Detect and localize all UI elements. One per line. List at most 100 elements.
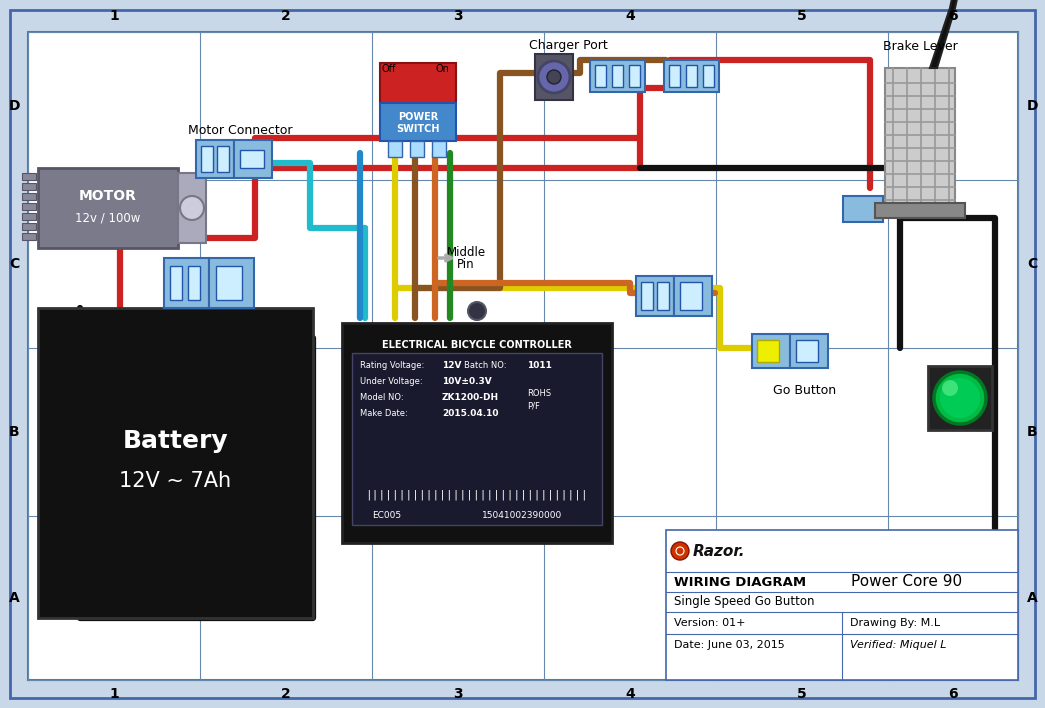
- Circle shape: [942, 380, 958, 396]
- Text: A: A: [1026, 591, 1038, 605]
- Text: Model NO:: Model NO:: [359, 392, 403, 401]
- Circle shape: [547, 70, 561, 84]
- Bar: [790, 334, 828, 368]
- Bar: [432, 141, 446, 157]
- Bar: [843, 196, 883, 222]
- Bar: [240, 150, 264, 168]
- Text: Drawing By: M.L: Drawing By: M.L: [850, 618, 940, 628]
- Bar: [388, 141, 402, 157]
- Text: Power Core 90: Power Core 90: [851, 574, 962, 590]
- Text: 1: 1: [109, 687, 119, 701]
- Text: ELECTRICAL BICYCLE CONTROLLER: ELECTRICAL BICYCLE CONTROLLER: [382, 340, 572, 350]
- Text: 3: 3: [454, 9, 463, 23]
- Circle shape: [180, 196, 204, 220]
- Text: D: D: [1026, 99, 1038, 113]
- Bar: [380, 63, 456, 103]
- Bar: [22, 203, 36, 210]
- Bar: [875, 203, 965, 218]
- Text: Single Speed Go Button: Single Speed Go Button: [674, 595, 814, 608]
- Bar: [674, 276, 712, 316]
- Circle shape: [671, 542, 689, 560]
- Bar: [629, 65, 640, 87]
- Circle shape: [676, 547, 684, 555]
- Bar: [535, 54, 573, 100]
- Text: WIRING DIAGRAM: WIRING DIAGRAM: [674, 576, 806, 588]
- Bar: [352, 353, 602, 525]
- Bar: [669, 65, 680, 87]
- Text: POWER
SWITCH: POWER SWITCH: [396, 112, 440, 134]
- Bar: [22, 233, 36, 240]
- Bar: [680, 282, 702, 310]
- Text: C: C: [1027, 257, 1037, 271]
- Text: On: On: [436, 64, 450, 74]
- Bar: [796, 340, 818, 362]
- Text: 2015.04.10: 2015.04.10: [442, 409, 498, 418]
- Text: P/F: P/F: [527, 401, 540, 411]
- Bar: [885, 68, 955, 208]
- Bar: [196, 140, 234, 178]
- Text: 4: 4: [625, 687, 635, 701]
- Circle shape: [934, 372, 986, 424]
- Text: Pin: Pin: [458, 258, 474, 271]
- Bar: [590, 60, 645, 92]
- Text: B: B: [8, 425, 19, 439]
- Circle shape: [468, 302, 486, 320]
- Text: 4: 4: [625, 9, 635, 23]
- Bar: [234, 140, 272, 178]
- Text: 12v / 100w: 12v / 100w: [75, 212, 141, 224]
- Text: MOTOR: MOTOR: [79, 189, 137, 203]
- Text: Make Date:: Make Date:: [359, 409, 408, 418]
- Bar: [928, 366, 992, 430]
- Text: 5: 5: [797, 687, 807, 701]
- Text: Under Voltage:: Under Voltage:: [359, 377, 422, 385]
- Bar: [22, 193, 36, 200]
- Text: 10V±0.3V: 10V±0.3V: [442, 377, 492, 385]
- Text: ZK1200-DH: ZK1200-DH: [442, 392, 500, 401]
- Polygon shape: [930, 0, 970, 68]
- Bar: [666, 530, 1018, 680]
- Text: Motor Connector: Motor Connector: [188, 123, 293, 137]
- Text: Version: 01+: Version: 01+: [674, 618, 745, 628]
- Bar: [216, 266, 242, 300]
- Text: EC005: EC005: [372, 510, 401, 520]
- Text: 15041002390000: 15041002390000: [482, 510, 562, 520]
- Bar: [164, 258, 209, 308]
- Text: Brake Lever: Brake Lever: [883, 40, 957, 52]
- Bar: [657, 282, 669, 310]
- Bar: [201, 146, 213, 172]
- Text: 12V ~ 7Ah: 12V ~ 7Ah: [119, 471, 232, 491]
- Bar: [636, 276, 674, 316]
- Text: 2: 2: [281, 687, 291, 701]
- Text: 1011: 1011: [527, 360, 552, 370]
- Bar: [22, 183, 36, 190]
- Bar: [209, 258, 254, 308]
- Bar: [757, 340, 779, 362]
- Circle shape: [538, 61, 570, 93]
- Bar: [342, 323, 612, 543]
- Bar: [410, 141, 424, 157]
- Text: 2: 2: [281, 9, 291, 23]
- Bar: [380, 103, 456, 141]
- Bar: [664, 60, 719, 92]
- Text: Batch NO:: Batch NO:: [464, 360, 507, 370]
- Text: 5: 5: [797, 9, 807, 23]
- Bar: [595, 65, 606, 87]
- Text: Date: June 03, 2015: Date: June 03, 2015: [674, 640, 785, 650]
- Text: A: A: [8, 591, 20, 605]
- Text: 6: 6: [948, 9, 958, 23]
- Text: 3: 3: [454, 687, 463, 701]
- Bar: [38, 168, 178, 248]
- Bar: [22, 173, 36, 180]
- Bar: [217, 146, 229, 172]
- Bar: [641, 282, 653, 310]
- Bar: [188, 266, 200, 300]
- Text: 1: 1: [109, 9, 119, 23]
- Bar: [170, 266, 182, 300]
- Text: Middle: Middle: [446, 246, 486, 258]
- Text: ROHS: ROHS: [527, 389, 551, 397]
- Bar: [22, 223, 36, 230]
- Text: Charger Port: Charger Port: [529, 40, 607, 52]
- Bar: [703, 65, 714, 87]
- Bar: [752, 334, 790, 368]
- Text: Razor.: Razor.: [693, 544, 745, 559]
